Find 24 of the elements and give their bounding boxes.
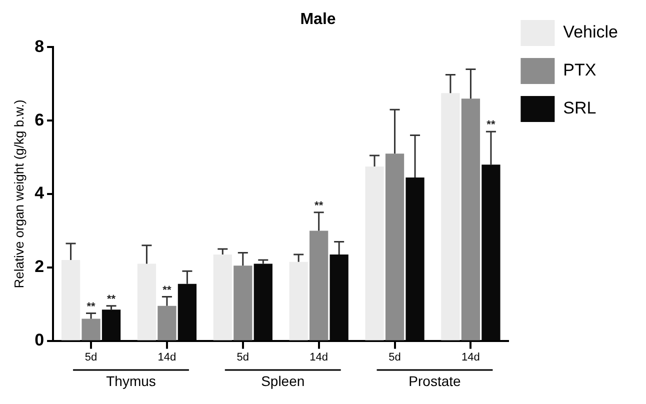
y-tick-label: 0 (34, 330, 44, 350)
text: Spleen (261, 372, 305, 389)
text: Prostate (408, 372, 462, 389)
legend-label: SRL (563, 98, 596, 118)
data-label: ** (106, 293, 116, 306)
x-tick-label: 14d (462, 351, 480, 364)
x-tick-label: 14d (310, 351, 328, 364)
y-tick-label: 8 (34, 36, 44, 56)
data-label: ** (86, 300, 96, 313)
data-label: ** (162, 284, 172, 296)
x-tick-label: 14d (158, 351, 176, 364)
x-tick-label: 5d (84, 351, 98, 364)
y-tick-label: 2 (34, 257, 44, 276)
y-tick-label: 4 (34, 184, 45, 203)
legend-label: PTX (563, 60, 596, 80)
chart-title: Male (300, 11, 336, 28)
text: Thymus (106, 372, 156, 389)
legend-label: Vehicle (563, 22, 618, 42)
y-tick-label: 6 (34, 110, 44, 130)
data-label: ** (314, 200, 324, 212)
x-tick-label: 5d (388, 351, 401, 364)
data-label: ** (486, 119, 496, 132)
y-axis-title: Relative organ weight (g/kg b.w.) (11, 100, 26, 288)
x-tick-label: 5d (236, 351, 250, 364)
